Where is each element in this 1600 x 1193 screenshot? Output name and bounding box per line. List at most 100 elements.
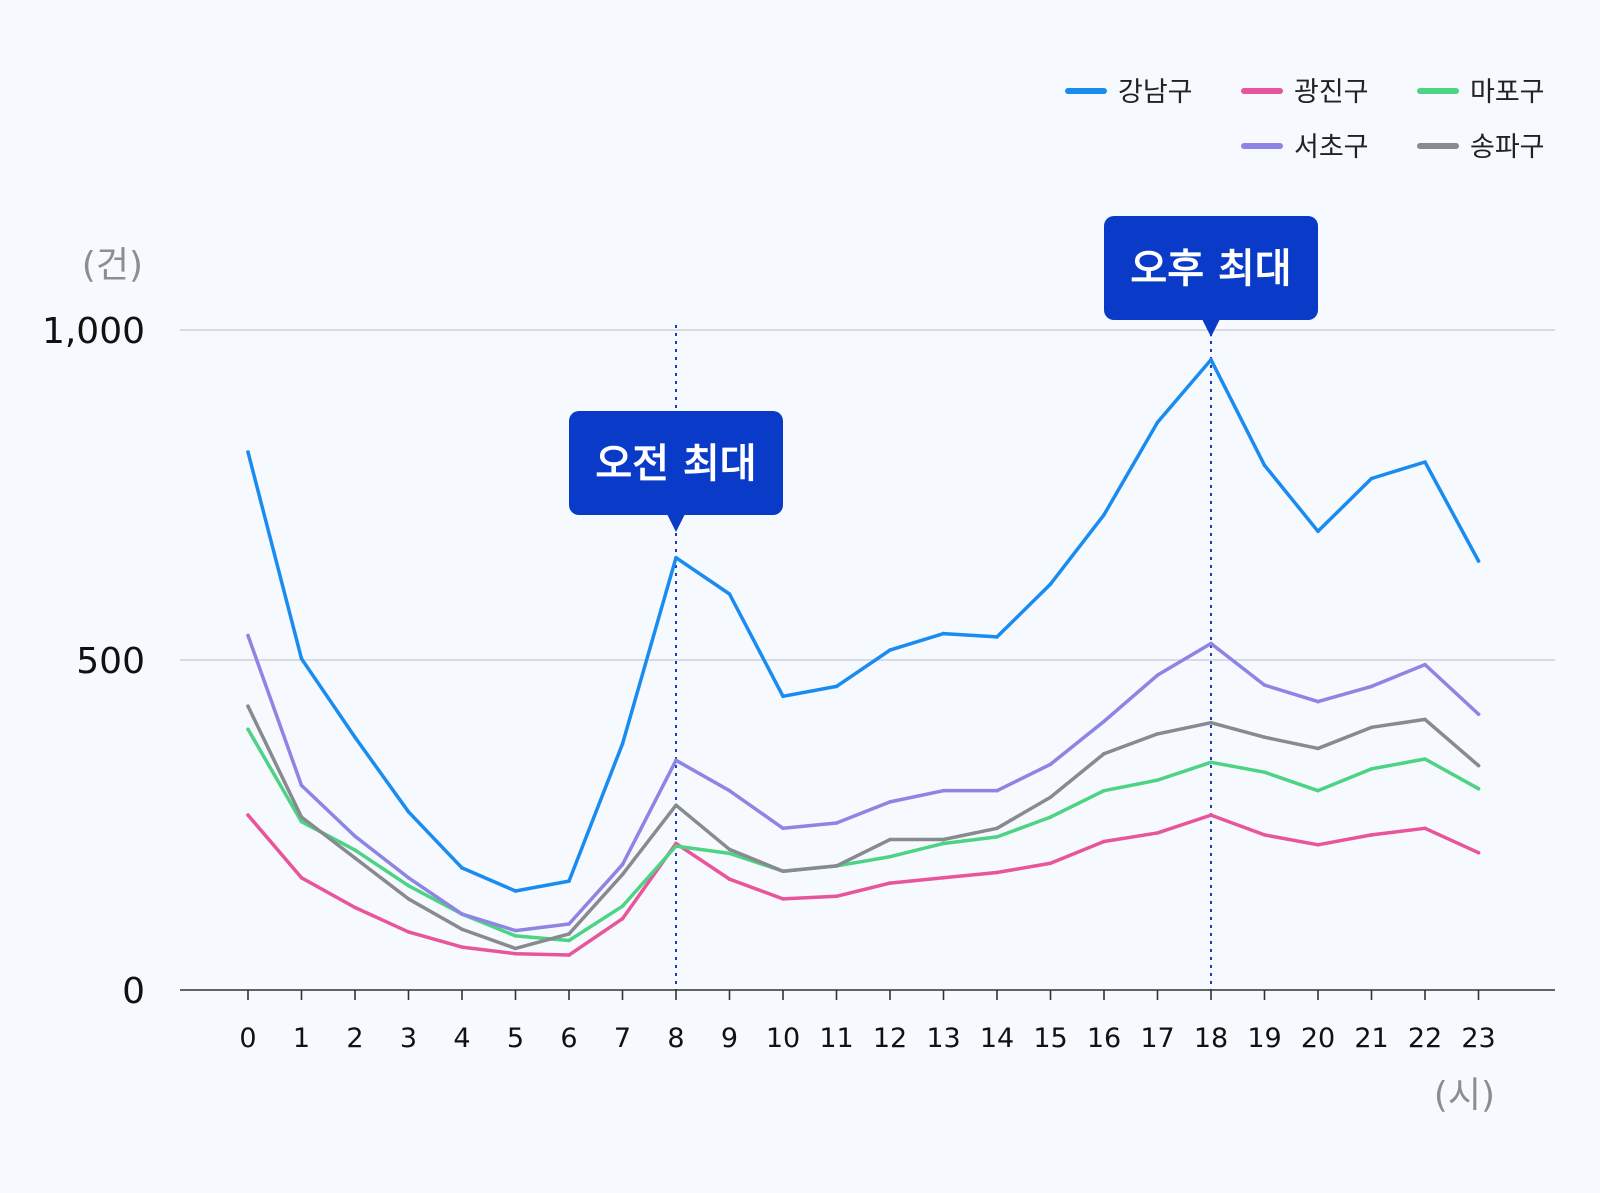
x-tick-label: 9 bbox=[721, 1023, 738, 1054]
data-point bbox=[513, 928, 518, 933]
data-point bbox=[995, 835, 999, 839]
annotation-callout: 오후 최대 bbox=[1104, 216, 1318, 337]
data-point bbox=[834, 684, 839, 689]
data-point bbox=[941, 788, 946, 793]
data-point bbox=[299, 656, 304, 661]
data-point bbox=[781, 869, 785, 873]
data-point bbox=[1476, 712, 1481, 716]
legend-item: 마포구 bbox=[1417, 77, 1545, 108]
x-tick-label: 5 bbox=[507, 1023, 524, 1054]
data-point bbox=[1102, 788, 1106, 793]
data-point bbox=[834, 894, 839, 899]
data-point bbox=[1369, 725, 1374, 730]
data-point bbox=[674, 803, 678, 807]
legend-item: 서초구 bbox=[1241, 132, 1369, 163]
data-point bbox=[674, 758, 678, 763]
series-line-4 bbox=[246, 704, 1481, 951]
data-point bbox=[299, 815, 304, 819]
data-point bbox=[1316, 788, 1320, 793]
data-point bbox=[727, 851, 732, 856]
data-point bbox=[1155, 831, 1160, 835]
x-tick-label: 4 bbox=[453, 1023, 470, 1054]
y-tick-label: 500 bbox=[76, 641, 145, 682]
data-point bbox=[674, 844, 678, 848]
y-axis-unit-label: (건) bbox=[82, 245, 143, 286]
data-point bbox=[567, 922, 571, 926]
data-point bbox=[246, 813, 250, 817]
data-point bbox=[1102, 751, 1106, 756]
data-point bbox=[727, 788, 732, 793]
data-point bbox=[1262, 833, 1267, 837]
data-point bbox=[888, 800, 892, 804]
data-point bbox=[620, 742, 625, 746]
callout-label: 오전 최대 bbox=[595, 441, 756, 487]
x-tick-label: 10 bbox=[766, 1023, 800, 1054]
annotation-markers bbox=[675, 325, 1212, 990]
data-point bbox=[1369, 833, 1374, 837]
data-point bbox=[1316, 699, 1320, 704]
data-point bbox=[1476, 786, 1481, 791]
data-point bbox=[1423, 826, 1427, 831]
legend-label: 서초구 bbox=[1294, 132, 1369, 163]
data-point bbox=[1209, 760, 1213, 765]
data-point bbox=[406, 810, 411, 814]
data-point bbox=[620, 862, 625, 867]
data-point bbox=[460, 866, 464, 870]
data-point bbox=[1155, 420, 1160, 425]
x-tick-label: 19 bbox=[1247, 1023, 1281, 1054]
data-point bbox=[353, 905, 357, 910]
x-tick-label: 6 bbox=[560, 1023, 577, 1054]
data-point bbox=[941, 631, 946, 636]
x-tick-label: 17 bbox=[1140, 1023, 1174, 1054]
data-point bbox=[567, 932, 571, 936]
data-point bbox=[1209, 813, 1213, 817]
data-point bbox=[1048, 861, 1053, 866]
series-line-0 bbox=[246, 357, 1481, 893]
data-point bbox=[353, 735, 357, 740]
legend-label: 강남구 bbox=[1118, 77, 1193, 108]
data-point bbox=[1369, 767, 1374, 771]
data-point bbox=[1423, 662, 1427, 667]
data-point bbox=[1209, 357, 1213, 362]
data-point bbox=[1476, 763, 1481, 768]
data-point bbox=[460, 927, 464, 932]
data-point bbox=[353, 856, 357, 860]
data-point bbox=[513, 934, 518, 938]
annotation-callout: 오전 최대 bbox=[569, 411, 783, 532]
data-point bbox=[1155, 732, 1160, 736]
x-tick-label: 1 bbox=[293, 1023, 310, 1054]
data-point bbox=[620, 916, 625, 921]
data-point bbox=[941, 876, 946, 880]
data-point bbox=[299, 819, 304, 824]
legend-item: 송파구 bbox=[1417, 132, 1545, 163]
data-point bbox=[834, 821, 839, 825]
data-point bbox=[1155, 778, 1160, 782]
data-point bbox=[995, 826, 999, 831]
callout-label: 오후 최대 bbox=[1130, 246, 1291, 292]
x-tick-label: 22 bbox=[1408, 1023, 1442, 1054]
x-tick-label: 20 bbox=[1301, 1023, 1335, 1054]
series-line-3 bbox=[246, 633, 1481, 933]
data-point bbox=[834, 864, 839, 868]
data-point bbox=[406, 930, 411, 934]
data-point bbox=[727, 847, 732, 852]
x-tick-label: 3 bbox=[400, 1023, 417, 1054]
data-point bbox=[246, 727, 250, 732]
data-point bbox=[1102, 513, 1106, 517]
data-point bbox=[567, 879, 571, 883]
data-point bbox=[567, 938, 571, 943]
data-point bbox=[1369, 476, 1374, 481]
x-tick-label: 14 bbox=[980, 1023, 1014, 1054]
data-point bbox=[246, 633, 250, 638]
data-point bbox=[1102, 719, 1106, 724]
data-point bbox=[1262, 463, 1267, 468]
data-point bbox=[406, 876, 411, 880]
x-tick-label: 23 bbox=[1461, 1023, 1495, 1054]
data-point bbox=[1423, 757, 1427, 761]
data-point bbox=[1316, 529, 1320, 534]
x-tick-label: 8 bbox=[667, 1023, 684, 1054]
data-point bbox=[513, 946, 518, 951]
data-point bbox=[888, 648, 892, 652]
data-point bbox=[460, 945, 464, 949]
